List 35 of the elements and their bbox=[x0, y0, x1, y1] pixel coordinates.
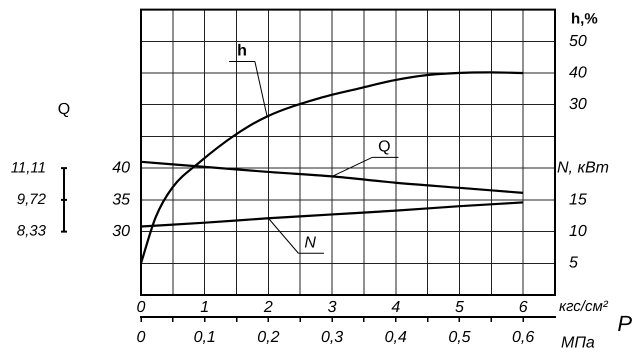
y3-tick-label: 30 bbox=[569, 96, 587, 114]
series-label: Q bbox=[378, 138, 391, 156]
x-tick-label: 2 bbox=[262, 299, 273, 316]
x2-tick-label: 0 bbox=[136, 329, 146, 346]
y2-tick-label: 5 bbox=[569, 254, 578, 272]
text: h bbox=[237, 42, 247, 60]
y-tick-label: 40 bbox=[112, 160, 130, 177]
x2-tick-label: 0,1 bbox=[194, 329, 216, 346]
y3-axis-title: h,% bbox=[571, 10, 598, 28]
x2-tick-label: 0,5 bbox=[448, 329, 471, 346]
x-tick-label: 5 bbox=[455, 299, 464, 316]
text: 8,33 bbox=[16, 222, 47, 240]
x2-tick-label: 0,3 bbox=[320, 329, 344, 346]
legend-label: N bbox=[304, 234, 316, 252]
y2-axis-title: N, кВт bbox=[557, 160, 609, 177]
y3-tick-label: 40 bbox=[569, 64, 587, 82]
y2-tick-label: 10 bbox=[569, 223, 587, 240]
x2-tick-label: 0,4 bbox=[384, 329, 407, 346]
x-tick-label: 4 bbox=[391, 299, 400, 316]
x2-tick-label: 0,6 bbox=[512, 329, 534, 346]
y-tick-label: 35 bbox=[112, 191, 130, 208]
y3-tick-label: 50 bbox=[569, 32, 587, 50]
x-tick-label: 3 bbox=[328, 299, 337, 316]
text: 9,72 bbox=[16, 191, 47, 208]
y-axis-title: Q bbox=[58, 100, 70, 118]
text: 11,11 bbox=[10, 159, 46, 176]
x-tick-label: 6 bbox=[518, 299, 528, 316]
y-tick-label: 30 bbox=[112, 223, 130, 240]
x-axis-title: кгс/см² bbox=[559, 298, 609, 316]
x-tick-label: 0 bbox=[136, 299, 146, 316]
x-tick-label: 1 bbox=[200, 299, 210, 316]
y2-tick-label: 15 bbox=[569, 191, 587, 208]
x2-axis-title: МПа bbox=[561, 334, 595, 352]
text: P bbox=[617, 311, 632, 336]
x2-tick-label: 0,2 bbox=[257, 329, 280, 346]
